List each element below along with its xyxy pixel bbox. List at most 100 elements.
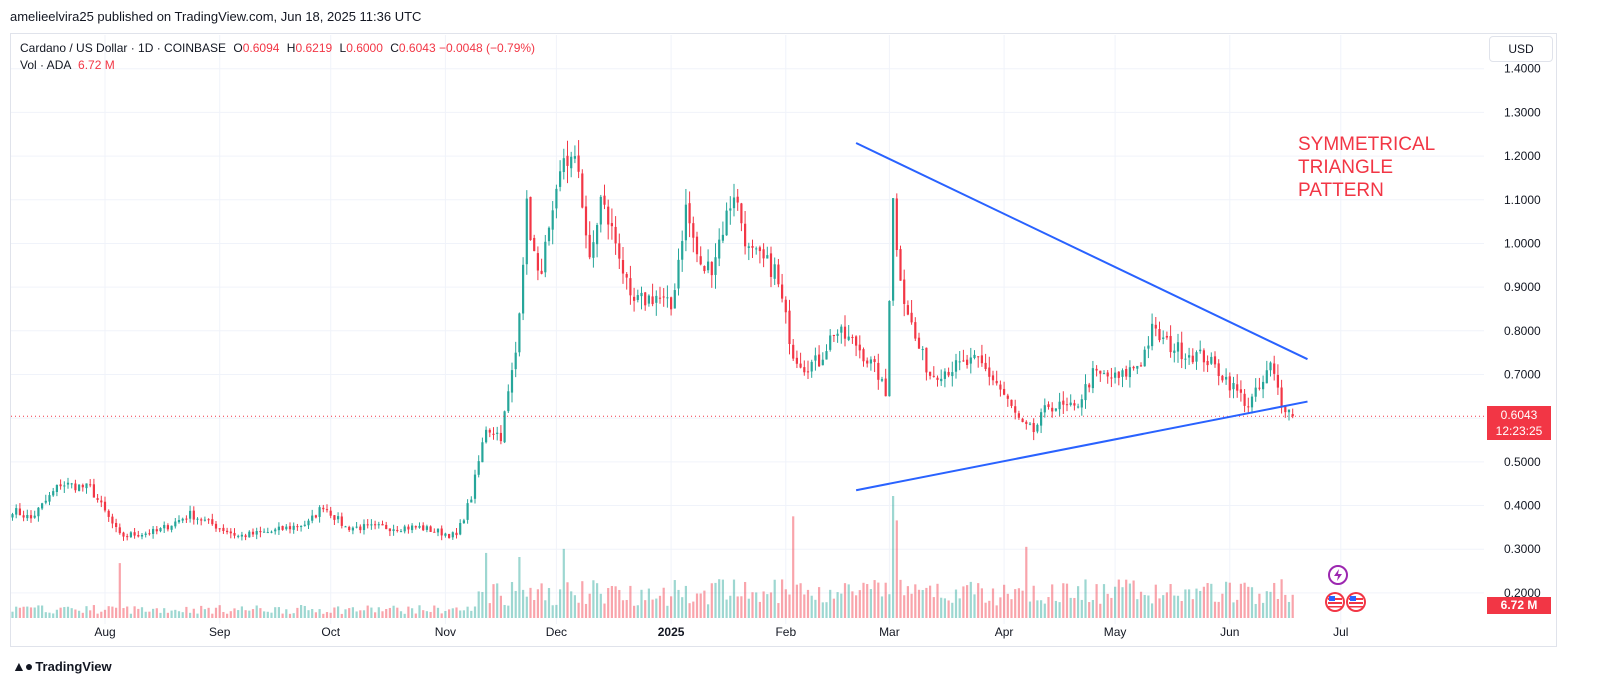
candle-body[interactable] [1047,404,1050,408]
candle-body[interactable] [325,509,329,511]
candle-body[interactable] [603,195,606,205]
candle-body[interactable] [1180,342,1183,360]
candle-body[interactable] [599,196,602,225]
candle-body[interactable] [821,359,824,366]
candle-body[interactable] [1206,360,1209,366]
candle-body[interactable] [281,525,284,530]
candle-body[interactable] [137,535,140,537]
candle-body[interactable] [1258,387,1261,389]
candle-body[interactable] [303,524,306,526]
candle-body[interactable] [166,525,169,530]
candle-body[interactable] [92,484,95,498]
candle-body[interactable] [721,234,724,241]
tradingview-logo[interactable]: ▲● TradingView [12,658,112,674]
candle-body[interactable] [366,524,369,526]
lightning-event-icon[interactable] [1328,565,1348,585]
candle-body[interactable] [311,515,314,521]
candle-body[interactable] [74,483,77,491]
candle-body[interactable] [414,526,417,528]
candle-body[interactable] [244,535,247,538]
candle-body[interactable] [63,485,66,487]
candle-body[interactable] [670,297,673,310]
candle-body[interactable] [566,155,569,166]
candle-body[interactable] [488,429,491,433]
candle-body[interactable] [596,225,599,245]
candle-body[interactable] [762,249,765,259]
candle-body[interactable] [196,518,199,520]
candle-body[interactable] [1110,377,1113,379]
candle-body[interactable] [277,526,280,531]
candle-body[interactable] [200,519,203,521]
candle-body[interactable] [1225,376,1228,380]
candle-body[interactable] [1032,423,1035,433]
candle-body[interactable] [1162,337,1165,339]
candle-body[interactable] [240,534,243,537]
candle-body[interactable] [429,526,432,532]
candle-body[interactable] [810,361,813,372]
candle-body[interactable] [673,290,676,309]
candle-body[interactable] [374,524,377,526]
candle-body[interactable] [100,500,103,503]
candle-body[interactable] [1202,350,1205,363]
candle-body[interactable] [148,533,151,535]
candle-body[interactable] [714,257,717,275]
candle-body[interactable] [969,357,972,364]
candle-body[interactable] [362,524,366,531]
candle-body[interactable] [825,351,828,360]
candle-body[interactable] [977,356,980,358]
candle-body[interactable] [1054,408,1057,411]
candle-body[interactable] [629,278,632,296]
candle-body[interactable] [1006,395,1009,399]
candle-body[interactable] [647,295,650,304]
candle-body[interactable] [81,484,84,488]
candle-body[interactable] [1210,356,1213,364]
candle-body[interactable] [1199,349,1202,352]
candle-body[interactable] [1269,362,1272,371]
candle-body[interactable] [1236,384,1239,391]
candle-body[interactable] [85,483,88,489]
candle-body[interactable] [1121,370,1124,377]
candle-body[interactable] [806,371,810,373]
candle-body[interactable] [1025,421,1028,425]
candle-body[interactable] [140,534,144,537]
candle-body[interactable] [562,158,565,173]
candle-body[interactable] [555,188,558,209]
candle-body[interactable] [614,226,617,244]
candle-body[interactable] [729,208,732,211]
candle-body[interactable] [1099,370,1102,374]
candle-body[interactable] [492,433,495,435]
candle-body[interactable] [78,484,81,491]
candle-body[interactable] [288,526,292,530]
candle-body[interactable] [163,524,166,529]
candle-body[interactable] [525,198,528,265]
candle-body[interactable] [229,531,232,534]
candle-body[interactable] [640,292,643,297]
candle-body[interactable] [296,526,299,528]
candle-body[interactable] [1232,383,1235,390]
candle-body[interactable] [858,344,861,351]
candle-body[interactable] [459,523,462,535]
candle-body[interactable] [1213,356,1217,365]
candle-body[interactable] [33,515,36,518]
candle-body[interactable] [41,503,44,509]
candle-body[interactable] [1088,384,1091,388]
candle-body[interactable] [954,360,958,372]
candle-body[interactable] [218,528,221,530]
candle-body[interactable] [222,527,225,532]
candle-body[interactable] [1139,365,1143,367]
candle-body[interactable] [607,206,610,225]
candle-body[interactable] [681,241,684,260]
candle-body[interactable] [621,259,625,274]
candle-body[interactable] [895,198,898,250]
candle-body[interactable] [1014,406,1017,413]
candle-body[interactable] [1265,370,1268,384]
candle-body[interactable] [37,507,40,517]
candle-body[interactable] [425,526,428,530]
candle-body[interactable] [18,508,21,516]
candle-body[interactable] [370,524,373,526]
candle-body[interactable] [736,196,739,203]
candle-body[interactable] [1143,349,1146,367]
candle-body[interactable] [984,362,987,369]
candle-body[interactable] [348,526,351,531]
